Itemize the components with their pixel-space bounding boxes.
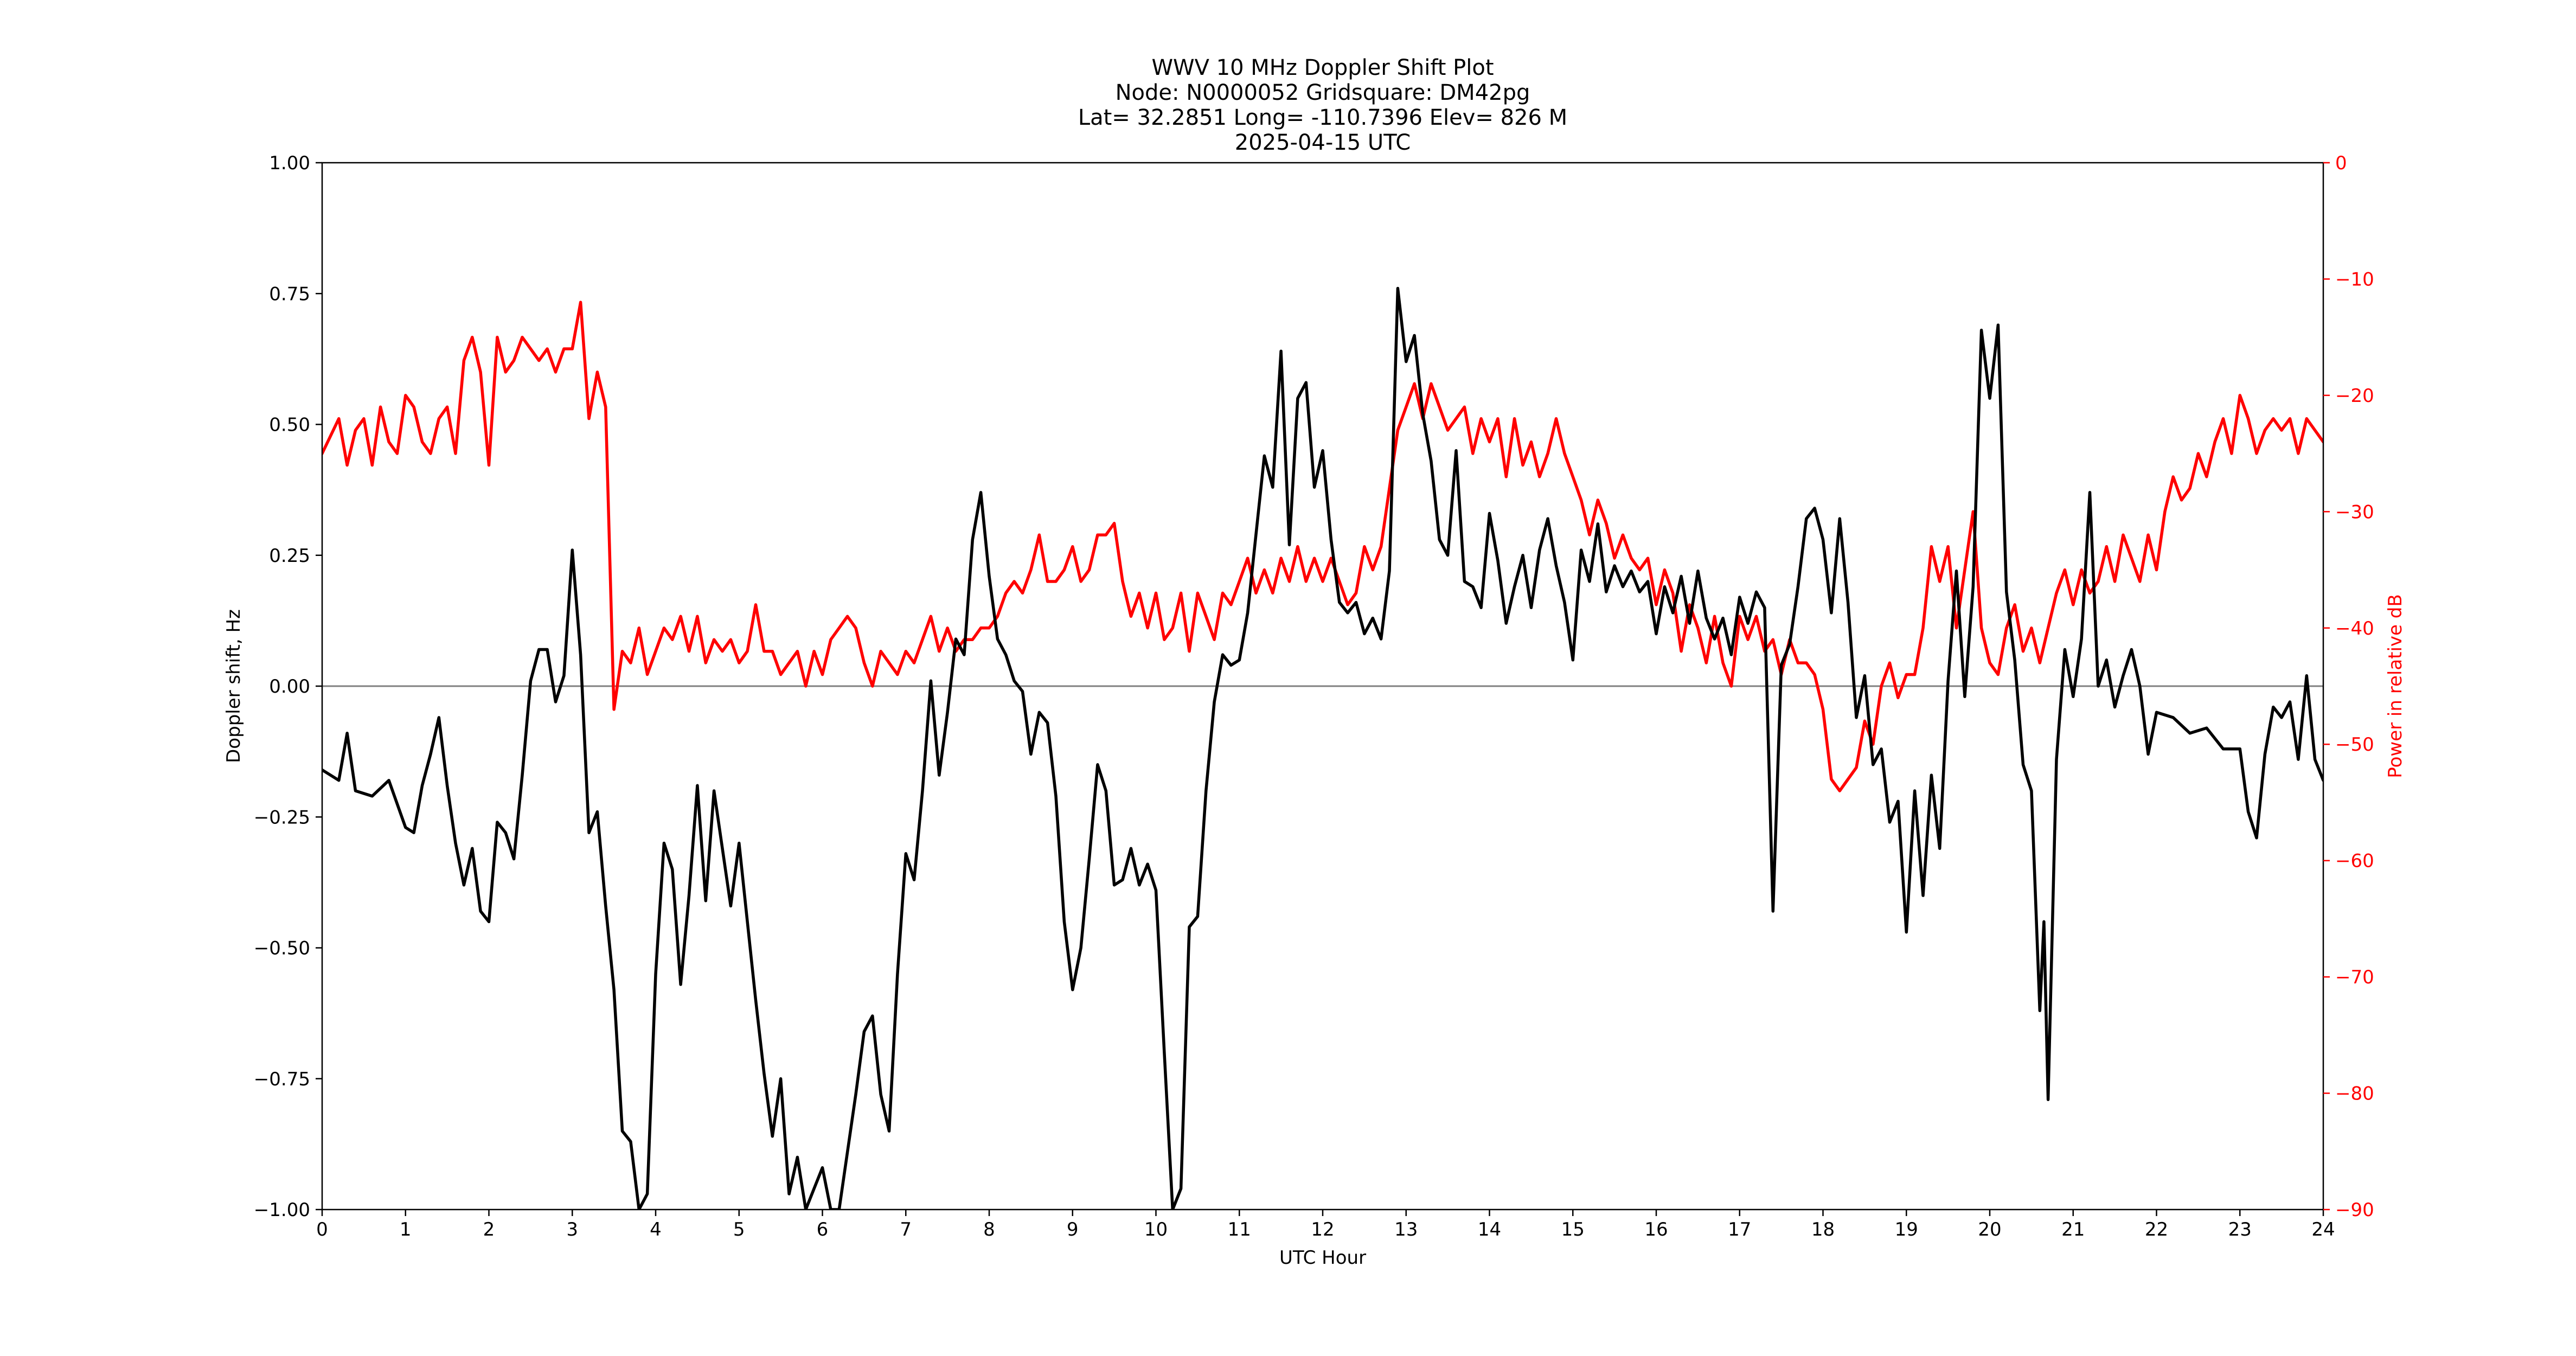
y2-tick-label: −30 bbox=[2335, 501, 2374, 523]
x-tick-label: 7 bbox=[900, 1219, 912, 1240]
y2-tick-label: −60 bbox=[2335, 850, 2374, 872]
x-tick-label: 15 bbox=[1561, 1219, 1585, 1240]
y-tick-label: 0.25 bbox=[269, 545, 310, 567]
y2-axis-label: Power in relative dB bbox=[2385, 594, 2406, 778]
y2-tick-label: −90 bbox=[2335, 1199, 2374, 1221]
y-tick-label: −0.75 bbox=[254, 1069, 310, 1090]
y-tick-label: 0.50 bbox=[269, 414, 310, 436]
title-line-1: WWV 10 MHz Doppler Shift Plot bbox=[1151, 55, 1494, 80]
y-tick-label: 1.00 bbox=[269, 152, 310, 174]
x-tick-label: 6 bbox=[817, 1219, 829, 1240]
chart-title: WWV 10 MHz Doppler Shift Plot Node: N000… bbox=[1078, 55, 1567, 155]
x-tick-label: 14 bbox=[1478, 1219, 1501, 1240]
x-tick-label: 3 bbox=[566, 1219, 578, 1240]
x-tick-label: 20 bbox=[1978, 1219, 2001, 1240]
y-axis-left: 1.00 0.75 0.50 0.25 0.00 −0.25 −0.50 −0.75 −1.00 bbox=[254, 152, 322, 1221]
title-line-4: 2025-04-15 UTC bbox=[1235, 130, 1411, 155]
x-tick-label: 22 bbox=[2145, 1219, 2168, 1240]
y-tick-label: 0.75 bbox=[269, 283, 310, 305]
x-tick-label: 21 bbox=[2061, 1219, 2085, 1240]
y-tick-label: −0.25 bbox=[254, 807, 310, 828]
y2-tick-label: −10 bbox=[2335, 268, 2374, 290]
x-tick-label: 12 bbox=[1311, 1219, 1334, 1240]
x-tick-label: 18 bbox=[1811, 1219, 1835, 1240]
y-tick-label: −1.00 bbox=[254, 1199, 310, 1221]
y2-tick-label: −70 bbox=[2335, 967, 2374, 988]
title-line-2: Node: N0000052 Gridsquare: DM42pg bbox=[1116, 80, 1530, 105]
y-tick-label: −0.50 bbox=[254, 938, 310, 960]
x-tick-label: 17 bbox=[1728, 1219, 1751, 1240]
series-layer bbox=[322, 286, 2323, 1210]
x-tick-label: 19 bbox=[1895, 1219, 1918, 1240]
x-tick-label: 0 bbox=[316, 1219, 328, 1240]
y-axis-label: Doppler shift, Hz bbox=[223, 609, 245, 763]
x-tick-label: 13 bbox=[1394, 1219, 1418, 1240]
y2-tick-label: −80 bbox=[2335, 1083, 2374, 1105]
x-tick-label: 4 bbox=[650, 1219, 662, 1240]
x-tick-label: 1 bbox=[400, 1219, 412, 1240]
y2-tick-label: −20 bbox=[2335, 385, 2374, 407]
doppler-series-line bbox=[322, 286, 2323, 1210]
x-tick-label: 24 bbox=[2311, 1219, 2335, 1240]
x-tick-label: 8 bbox=[983, 1219, 995, 1240]
x-tick-label: 5 bbox=[733, 1219, 745, 1240]
x-axis-label: UTC Hour bbox=[1279, 1247, 1366, 1269]
y2-tick-label: −50 bbox=[2335, 734, 2374, 756]
title-line-3: Lat= 32.2851 Long= -110.7396 Elev= 826 M bbox=[1078, 105, 1567, 130]
x-tick-label: 10 bbox=[1144, 1219, 1168, 1240]
x-tick-label: 23 bbox=[2228, 1219, 2252, 1240]
x-tick-label: 16 bbox=[1644, 1219, 1668, 1240]
y-axis-right: 0 −10 −20 −30 −40 −50 −60 −70 −80 −90 bbox=[2323, 152, 2374, 1221]
x-tick-label: 11 bbox=[1228, 1219, 1251, 1240]
y2-tick-label: 0 bbox=[2335, 152, 2347, 174]
x-axis: 0 1 2 3 4 5 6 7 8 9 10 11 12 13 14 15 16 17 18 19 20 21 22 23 24 bbox=[316, 1210, 2335, 1240]
power-series-line bbox=[322, 300, 2323, 792]
x-tick-label: 2 bbox=[483, 1219, 495, 1240]
y-tick-label: 0.00 bbox=[269, 676, 310, 698]
x-tick-label: 9 bbox=[1067, 1219, 1079, 1240]
y2-tick-label: −40 bbox=[2335, 618, 2374, 639]
